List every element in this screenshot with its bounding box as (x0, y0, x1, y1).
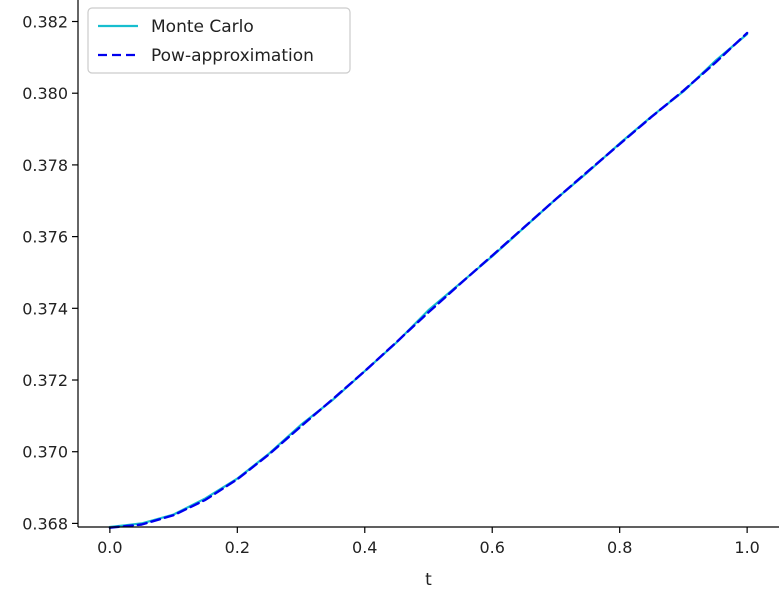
legend-box (87, 7, 351, 74)
y-tick-label: 0.382 (22, 13, 68, 32)
legend-label: Monte Carlo (151, 17, 254, 37)
x-tick-label: 0.0 (97, 538, 122, 557)
plot-area (108, 31, 749, 529)
series-line-pow-approximation (108, 31, 749, 529)
x-tick-label: 0.6 (480, 538, 505, 557)
legend: Monte Carlo Pow-approximation (87, 7, 351, 74)
series-line-monte-carlo (108, 32, 749, 529)
y-tick-label: 0.368 (22, 514, 68, 533)
axes: 0.0 0.2 0.4 0.6 0.8 1.0 0.368 0.370 0.372 0.374 0.… (22, 0, 779, 590)
x-axis-label: t (425, 570, 432, 590)
x-tick-label: 0.4 (352, 538, 377, 557)
y-tick-label: 0.370 (22, 443, 68, 462)
y-tick-label: 0.374 (22, 299, 68, 318)
y-tick-label: 0.378 (22, 156, 68, 175)
x-tick-label: 0.8 (607, 538, 632, 557)
y-tick-label: 0.376 (22, 228, 68, 247)
x-tick-label: 0.2 (225, 538, 250, 557)
legend-label: Pow-approximation (151, 46, 314, 66)
y-tick-label: 0.372 (22, 371, 68, 390)
y-tick-label: 0.380 (22, 84, 68, 103)
x-tick-label: 1.0 (734, 538, 759, 557)
